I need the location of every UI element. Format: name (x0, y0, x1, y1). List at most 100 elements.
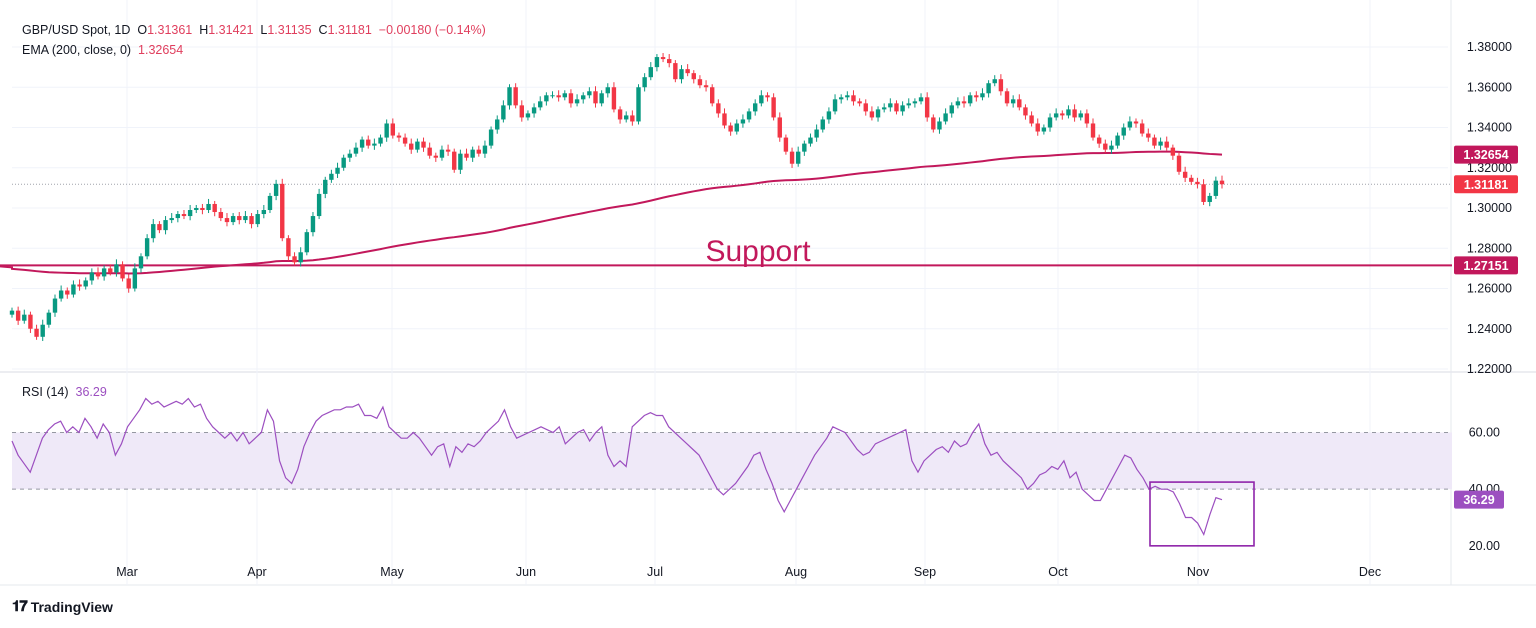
candle-body (1010, 99, 1016, 104)
candle-body (482, 145, 488, 154)
candle-body (1152, 137, 1157, 146)
candle-body (832, 99, 838, 112)
price-labels: 1.32654 1.31181 1.27151 36.29 (1454, 145, 1518, 509)
candle-body (58, 290, 64, 299)
candle-body (427, 147, 432, 156)
rsi-value: 36.29 (75, 385, 107, 399)
candle-body (648, 67, 653, 78)
candle-body (1219, 180, 1225, 185)
x-tick-label: Mar (116, 565, 138, 579)
rsi-value-box (1454, 490, 1504, 509)
candle-body (15, 310, 21, 321)
ema-label: EMA (200, close, 0) (22, 43, 132, 57)
axes: Mar Apr May Jun Jul Aug Sep Oct Nov Dec 1.38000 1.3… (116, 40, 1512, 579)
candle-body (624, 115, 629, 120)
y-tick-label: 1.28000 (1467, 241, 1512, 255)
candle-body (366, 139, 371, 146)
rsi-band-fill (12, 432, 1452, 490)
candle-body (22, 314, 27, 321)
candle-body (900, 105, 905, 112)
candle-body (795, 151, 801, 164)
candle-body (691, 73, 696, 80)
candle-body (667, 59, 672, 64)
x-tick-label: Apr (247, 565, 266, 579)
ema-200-line (0, 150, 1223, 275)
candle-body (814, 129, 819, 138)
candle-body (1060, 113, 1065, 116)
candle-body (157, 224, 162, 231)
candle-body (881, 107, 887, 110)
candle-body (396, 135, 402, 138)
candle-body (550, 95, 555, 97)
candle-body (1133, 121, 1139, 124)
candle-body (918, 97, 924, 102)
candle-body (114, 264, 119, 273)
rsi-path (11, 397, 1223, 537)
candle-body (415, 141, 420, 150)
candle-body (1066, 109, 1071, 116)
x-tick-label: Oct (1048, 565, 1068, 579)
candle-body (194, 208, 199, 211)
candle-body (777, 117, 782, 138)
candle-body (151, 224, 156, 239)
candle-body (986, 83, 991, 94)
candle-body (961, 101, 967, 104)
tradingview-brand[interactable]: 𝟏𝟕 TradingView (12, 598, 113, 615)
candle-body (912, 101, 918, 104)
candle-body (574, 99, 580, 104)
ema-200-path (0, 150, 1223, 275)
candle-body (169, 218, 174, 221)
candle-body (101, 268, 107, 277)
candle-body (1146, 133, 1151, 138)
price-label-box (1454, 256, 1518, 275)
y-tick-label: 1.30000 (1467, 201, 1512, 215)
candle-body (83, 280, 88, 287)
candle-body (341, 157, 346, 168)
candle-body (144, 238, 150, 257)
candle-body (34, 328, 39, 337)
candle-body (335, 167, 340, 174)
candle-body (1017, 99, 1022, 108)
x-tick-label: Nov (1187, 565, 1210, 579)
candle-body (230, 216, 236, 223)
candle-body (476, 149, 482, 154)
candle-body (298, 252, 303, 263)
candle-body (967, 95, 973, 104)
candle-body (267, 195, 273, 211)
candle-body (857, 101, 862, 104)
ema-legend: EMA (200, close, 0) 1.32654 (22, 43, 183, 57)
rsi-y-tick-label: 60.00 (1469, 426, 1500, 440)
candle-body (1121, 127, 1126, 136)
candle-body (390, 123, 396, 136)
candle-body (568, 93, 574, 104)
candle-body (1078, 113, 1083, 118)
candle-body (181, 214, 187, 217)
candle-body (329, 173, 334, 180)
candle-body (1201, 184, 1206, 202)
candle-body (998, 79, 1004, 92)
candle-body (1103, 143, 1108, 150)
candle-body (894, 103, 899, 112)
candle-body (255, 214, 260, 225)
candle-body (310, 216, 316, 233)
candle-body (488, 129, 494, 146)
candle-body (132, 268, 138, 289)
candle-body (802, 143, 807, 152)
candle-body (562, 93, 567, 98)
candle-body (1109, 145, 1114, 150)
candle-body (660, 57, 666, 60)
candle-body (46, 312, 52, 325)
price-label-text: 1.32654 (1463, 148, 1508, 162)
candle-body (1189, 177, 1194, 182)
price-label-box (1454, 145, 1518, 164)
candle-body (654, 57, 660, 68)
y-tick-label: 1.26000 (1467, 282, 1512, 296)
support-annotation: Support (705, 235, 811, 268)
open-value: 1.31361 (147, 23, 193, 37)
candle-body (605, 87, 610, 94)
candle-body (206, 203, 211, 211)
candle-body (746, 111, 752, 120)
ema-value: 1.32654 (138, 43, 184, 57)
candle-body (937, 121, 942, 130)
candle-body (513, 87, 518, 106)
